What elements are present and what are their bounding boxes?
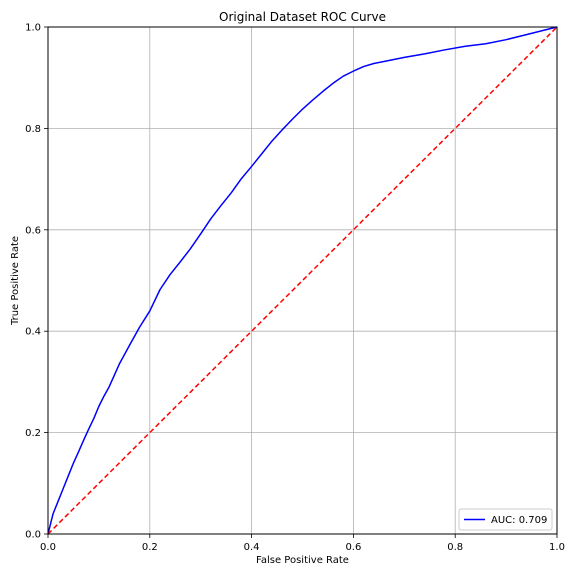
x-tick-label: 0.8 — [447, 542, 463, 553]
y-tick-label: 1.0 — [25, 23, 41, 34]
plot-area — [47, 26, 558, 535]
chart-title: Original Dataset ROC Curve — [219, 10, 386, 24]
x-axis-ticks: 0.0 0.2 0.4 0.6 0.8 1.0 — [40, 534, 565, 553]
legend: AUC: 0.709 — [458, 508, 553, 531]
x-tick-label: 1.0 — [549, 542, 565, 553]
y-axis-ticks: 0.0 0.2 0.4 0.6 0.8 1.0 — [25, 23, 48, 541]
y-tick-label: 0.2 — [25, 428, 41, 439]
y-tick-label: 0.6 — [25, 225, 41, 236]
y-axis-label: True Positive Rate — [10, 236, 21, 326]
roc-curve-line — [47, 26, 558, 535]
y-tick-label: 0.0 — [25, 530, 41, 541]
y-tick-label: 0.8 — [25, 124, 41, 135]
legend-label-roc: AUC: 0.709 — [491, 515, 547, 526]
x-axis-label: False Positive Rate — [256, 555, 349, 566]
axes-frame — [47, 26, 558, 535]
x-tick-label: 0.6 — [345, 542, 361, 553]
x-tick-label: 0.2 — [142, 542, 158, 553]
legend-box — [458, 508, 553, 531]
y-tick-label: 0.4 — [25, 327, 41, 338]
x-tick-label: 0.0 — [40, 542, 56, 553]
x-tick-label: 0.4 — [244, 542, 260, 553]
